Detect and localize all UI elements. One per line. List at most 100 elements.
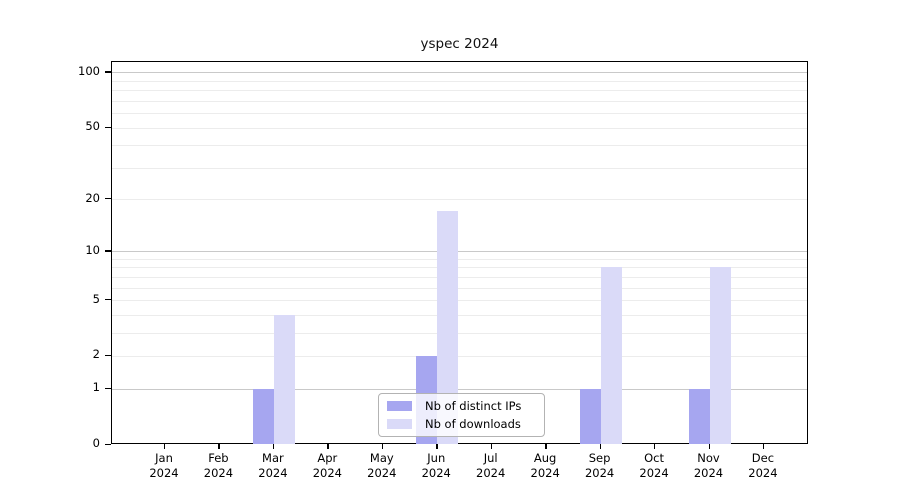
- y-tick-mark: [105, 250, 111, 252]
- month-label: Sep: [588, 451, 611, 465]
- minor-gridline: [112, 258, 807, 260]
- year-label: 2024: [693, 466, 724, 480]
- major-gridline: [112, 251, 807, 253]
- month-label: Mar: [262, 451, 284, 465]
- x-tick-mark: [762, 444, 765, 449]
- minor-gridline: [112, 267, 807, 269]
- y-tick-label: 100: [78, 63, 100, 78]
- month-label: Jun: [427, 451, 446, 465]
- year-label: 2024: [639, 466, 669, 480]
- plot-area: [111, 61, 808, 445]
- x-tick-mark: [490, 444, 493, 449]
- x-tick-mark: [218, 444, 220, 449]
- year-label: 2024: [421, 466, 451, 480]
- y-tick-mark: [105, 299, 111, 301]
- legend-item: Nb of distinct IPs: [387, 399, 538, 413]
- minor-gridline: [112, 80, 807, 82]
- minor-gridline: [112, 287, 807, 289]
- bar-downloads-sep: [600, 267, 622, 445]
- minor-gridline: [112, 127, 807, 129]
- legend-label: Nb of distinct IPs: [425, 399, 522, 413]
- x-tick-mark: [545, 444, 547, 449]
- y-tick-label: 10: [85, 242, 100, 257]
- minor-gridline: [112, 355, 807, 357]
- month-label: Aug: [533, 451, 557, 465]
- y-tick-label: 20: [85, 190, 100, 205]
- month-label: May: [369, 451, 394, 465]
- y-tick-label: 2: [92, 347, 100, 362]
- year-label: 2024: [367, 466, 397, 480]
- x-tick-label: Oct 2024: [626, 451, 682, 481]
- year-label: 2024: [584, 466, 615, 480]
- x-tick-label: Sep 2024: [572, 451, 628, 481]
- y-tick-label: 50: [85, 119, 100, 134]
- month-label: Jul: [483, 451, 498, 465]
- x-tick-mark: [708, 444, 710, 449]
- minor-gridline: [112, 145, 807, 147]
- month-label: Jan: [155, 451, 173, 465]
- minor-gridline: [112, 100, 807, 102]
- minor-gridline: [112, 314, 807, 316]
- x-tick-label: May 2024: [354, 451, 410, 481]
- y-tick-label: 1: [92, 380, 100, 395]
- year-label: 2024: [203, 466, 234, 480]
- x-tick-label: Mar 2024: [245, 451, 301, 481]
- x-tick-mark: [654, 444, 656, 449]
- y-tick-label: 0: [92, 436, 100, 450]
- x-tick-label: Apr 2024: [299, 451, 355, 481]
- minor-gridline: [112, 90, 807, 92]
- y-tick-mark: [105, 71, 111, 73]
- y-tick-mark: [105, 443, 111, 445]
- y-tick-label: 5: [92, 291, 100, 306]
- y-tick-mark: [105, 354, 111, 357]
- month-label: Apr: [317, 451, 338, 465]
- y-tick-mark: [105, 126, 111, 128]
- legend-swatch: [387, 419, 412, 429]
- legend: Nb of distinct IPs Nb of downloads: [378, 393, 545, 437]
- month-label: Nov: [697, 451, 720, 465]
- major-gridline: [112, 72, 807, 74]
- minor-gridline: [112, 167, 807, 169]
- bar-distinct-ips-mar: [252, 388, 274, 445]
- x-tick-mark: [164, 444, 166, 449]
- chart-title: yspec 2024: [420, 36, 499, 52]
- month-label: Oct: [644, 451, 664, 465]
- month-label: Dec: [751, 451, 775, 465]
- bar-downloads-jun: [437, 211, 459, 445]
- month-label: Feb: [208, 451, 229, 465]
- x-tick-label: Feb 2024: [190, 451, 246, 481]
- x-tick-label: Dec 2024: [735, 451, 791, 481]
- x-tick-label: Jan 2024: [136, 451, 192, 481]
- bar-distinct-ips-sep: [579, 388, 601, 445]
- legend-swatch: [387, 401, 412, 411]
- x-tick-mark: [599, 444, 601, 449]
- year-label: 2024: [312, 466, 342, 480]
- minor-gridline: [112, 199, 807, 201]
- legend-label: Nb of downloads: [425, 417, 521, 431]
- year-label: 2024: [149, 466, 179, 480]
- year-label: 2024: [530, 466, 560, 480]
- minor-gridline: [112, 113, 807, 115]
- year-label: 2024: [748, 466, 778, 480]
- bar-distinct-ips-nov: [688, 388, 710, 445]
- x-tick-mark: [272, 444, 275, 449]
- x-tick-mark: [327, 444, 329, 449]
- x-tick-mark: [381, 444, 384, 449]
- x-tick-label: Jun 2024: [408, 451, 464, 481]
- y-tick-mark: [105, 387, 111, 389]
- bar-downloads-mar: [273, 314, 295, 445]
- minor-gridline: [112, 332, 807, 334]
- major-gridline: [112, 388, 807, 390]
- x-tick-label: Nov 2024: [681, 451, 737, 481]
- bar-downloads-nov: [709, 267, 731, 445]
- x-tick-label: Jul 2024: [463, 451, 519, 481]
- year-label: 2024: [258, 466, 288, 480]
- legend-item: Nb of downloads: [387, 417, 538, 431]
- minor-gridline: [112, 276, 807, 278]
- minor-gridline: [112, 300, 807, 302]
- x-tick-label: Aug 2024: [517, 451, 573, 481]
- x-tick-mark: [436, 444, 438, 449]
- year-label: 2024: [476, 466, 506, 480]
- y-tick-mark: [105, 198, 111, 200]
